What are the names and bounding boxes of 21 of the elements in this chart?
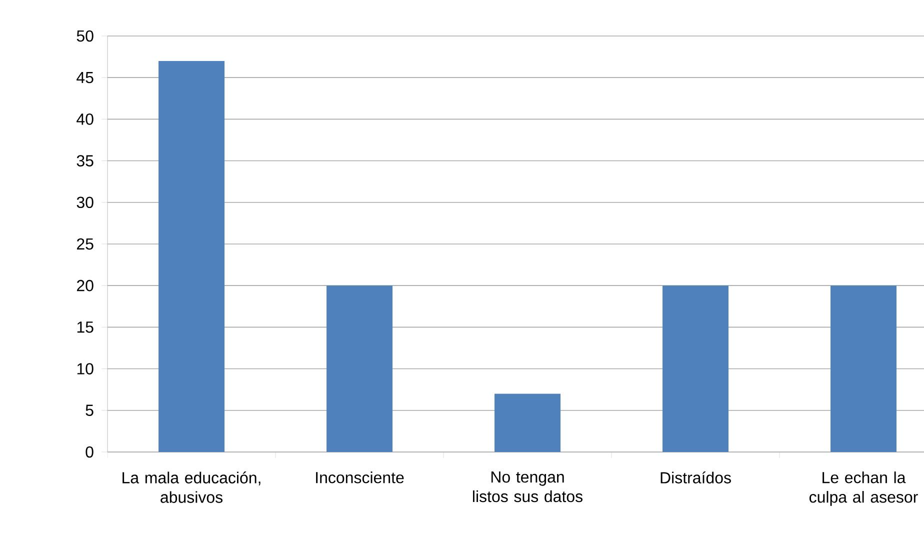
y-tick-label: 0 [86, 446, 94, 458]
x-tick-label: No tengan listos sus datos [473, 472, 582, 502]
bar [158, 60, 225, 452]
x-tick-label: Inconsciente [316, 472, 404, 484]
x-tick-label: Distraídos [660, 472, 731, 484]
bar [494, 394, 561, 452]
y-tick-label: 35 [76, 155, 94, 166]
bar [830, 286, 897, 452]
x-tick-label: Le echan la culpa al asesor [809, 472, 918, 506]
bar [326, 286, 393, 452]
x-tick-label: La mala educación, abusivos [122, 472, 260, 503]
y-tick-label: 45 [76, 72, 94, 84]
y-tick-label: 20 [77, 280, 94, 292]
y-tick-label: 15 [77, 322, 94, 333]
bar [662, 286, 729, 452]
y-tick-label: 40 [76, 114, 94, 125]
y-tick-label: 10 [77, 363, 94, 374]
y-tick-label: 30 [76, 196, 94, 208]
y-tick-label: 5 [86, 404, 94, 416]
y-tick-label: 25 [77, 238, 94, 250]
y-tick-label: 50 [76, 30, 94, 42]
